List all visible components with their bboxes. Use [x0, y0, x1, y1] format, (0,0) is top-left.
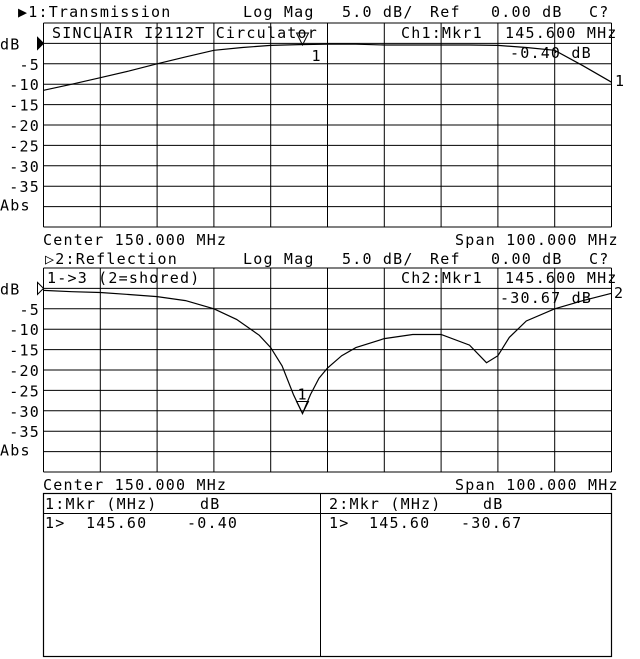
marker-table-ch2: 2:Mkr (MHz) dB 1> 145.60 -30.67	[329, 495, 522, 532]
channel1-annotations: SINCLAIR I2112T Circulator Ch1:Mkr1 145.…	[43, 24, 625, 249]
y-tick-label: dB	[0, 35, 20, 53]
measurement-trace	[43, 43, 612, 91]
channel2-trace-label: 2	[614, 284, 624, 302]
channel2-title[interactable]: ▷2:Reflection	[45, 250, 178, 268]
channel1-title-annotation: SINCLAIR I2112T Circulator	[52, 24, 318, 42]
marker-table-header-unit: dB	[483, 495, 503, 513]
channel2-cal-status: C?	[589, 250, 609, 268]
y-tick-label: -5	[20, 301, 40, 319]
y-tick-label: -30	[9, 403, 40, 421]
reference-level-pointer-icon[interactable]	[37, 281, 45, 296]
marker-table-ch1: 1:Mkr (MHz) dB 1> 145.60 -0.40	[45, 495, 238, 532]
y-tick-label: -10	[9, 76, 40, 94]
marker-number: 1	[312, 47, 322, 65]
channel1-header: ▶1:Transmission Log Mag 5.0 dB/ Ref 0.00…	[18, 3, 609, 21]
y-tick-label: -5	[20, 56, 40, 74]
marker-number: 1	[298, 386, 308, 404]
marker-table-freq: 145.60	[369, 514, 430, 532]
marker-table-header-mkr: 2:Mkr (MHz)	[329, 495, 442, 513]
marker-triangle-icon[interactable]	[295, 32, 310, 47]
y-tick-label: -30	[9, 158, 40, 176]
y-tick-label: dB	[0, 280, 20, 298]
channel2-header: ▷2:Reflection Log Mag 5.0 dB/ Ref 0.00 d…	[45, 250, 609, 268]
channel1-ref-label: Ref	[430, 3, 461, 21]
y-tick-label: -20	[9, 117, 40, 135]
y-tick-label: Abs	[0, 442, 31, 460]
reference-level-pointer-icon[interactable]	[37, 36, 45, 51]
channel1-center[interactable]: Center 150.000 MHz	[43, 231, 227, 249]
marker-table-freq: 145.60	[86, 514, 147, 532]
channel2-marker-label: Ch2:Mkr1	[401, 269, 483, 287]
channel1-title[interactable]: ▶1:Transmission	[18, 3, 171, 21]
channel2-title-annotation: 1->3 (2=shored)	[47, 269, 200, 287]
marker-triangle-icon[interactable]	[295, 401, 310, 415]
marker-table-header-mkr: 1:Mkr (MHz)	[45, 495, 158, 513]
y-tick-label: -25	[9, 382, 40, 400]
channel1-scale[interactable]: 5.0 dB/	[342, 3, 414, 21]
channel2-format[interactable]: Log Mag	[243, 250, 315, 268]
marker-table-row-index: 1>	[45, 514, 65, 532]
y-tick-label: -35	[9, 423, 40, 441]
channel2-center[interactable]: Center 150.000 MHz	[43, 476, 227, 494]
channel1-format[interactable]: Log Mag	[243, 3, 315, 21]
marker-table-frame	[42, 492, 613, 658]
marker-table-row-index: 1>	[329, 514, 349, 532]
y-tick-label: -35	[9, 178, 40, 196]
channel1-ref-value[interactable]: 0.00 dB	[491, 3, 563, 21]
graticule	[43, 267, 612, 473]
channel2-ref-label: Ref	[430, 250, 461, 268]
channel1-marker-label: Ch1:Mkr1	[401, 24, 483, 42]
channel2-ref-value[interactable]: 0.00 dB	[491, 250, 563, 268]
y-tick-label: -10	[9, 321, 40, 339]
marker-table: 1:Mkr (MHz) dB 1> 145.60 -0.40 2:Mkr (MH…	[42, 492, 613, 658]
y-tick-label: -25	[9, 137, 40, 155]
measurement-trace	[43, 289, 612, 415]
channel1-marker-value: -0.40 dB	[510, 44, 592, 62]
channel1-span[interactable]: Span 100.000 MHz	[455, 231, 619, 249]
y-tick-label: -15	[9, 342, 40, 360]
y-tick-label: Abs	[0, 197, 31, 215]
channel2-annotations: 1->3 (2=shored) Ch2:Mkr1 145.600 MHz -30…	[43, 269, 624, 494]
channel1-trace-label: 1	[615, 72, 625, 90]
channel1-marker-freq: 145.600 MHz	[505, 24, 618, 42]
y-tick-label: -15	[9, 97, 40, 115]
y-tick-label: -20	[9, 362, 40, 380]
marker-table-value: -0.40	[187, 514, 238, 532]
channel1-cal-status: C?	[589, 3, 609, 21]
channel2-span[interactable]: Span 100.000 MHz	[455, 476, 619, 494]
marker-table-value: -30.67	[461, 514, 522, 532]
channel2-marker-value: -30.67 dB	[500, 289, 592, 307]
graticule	[43, 22, 612, 228]
channel2-scale[interactable]: 5.0 dB/	[342, 250, 414, 268]
marker-table-header-unit: dB	[200, 495, 220, 513]
channel2-marker-freq: 145.600 MHz	[505, 269, 618, 287]
